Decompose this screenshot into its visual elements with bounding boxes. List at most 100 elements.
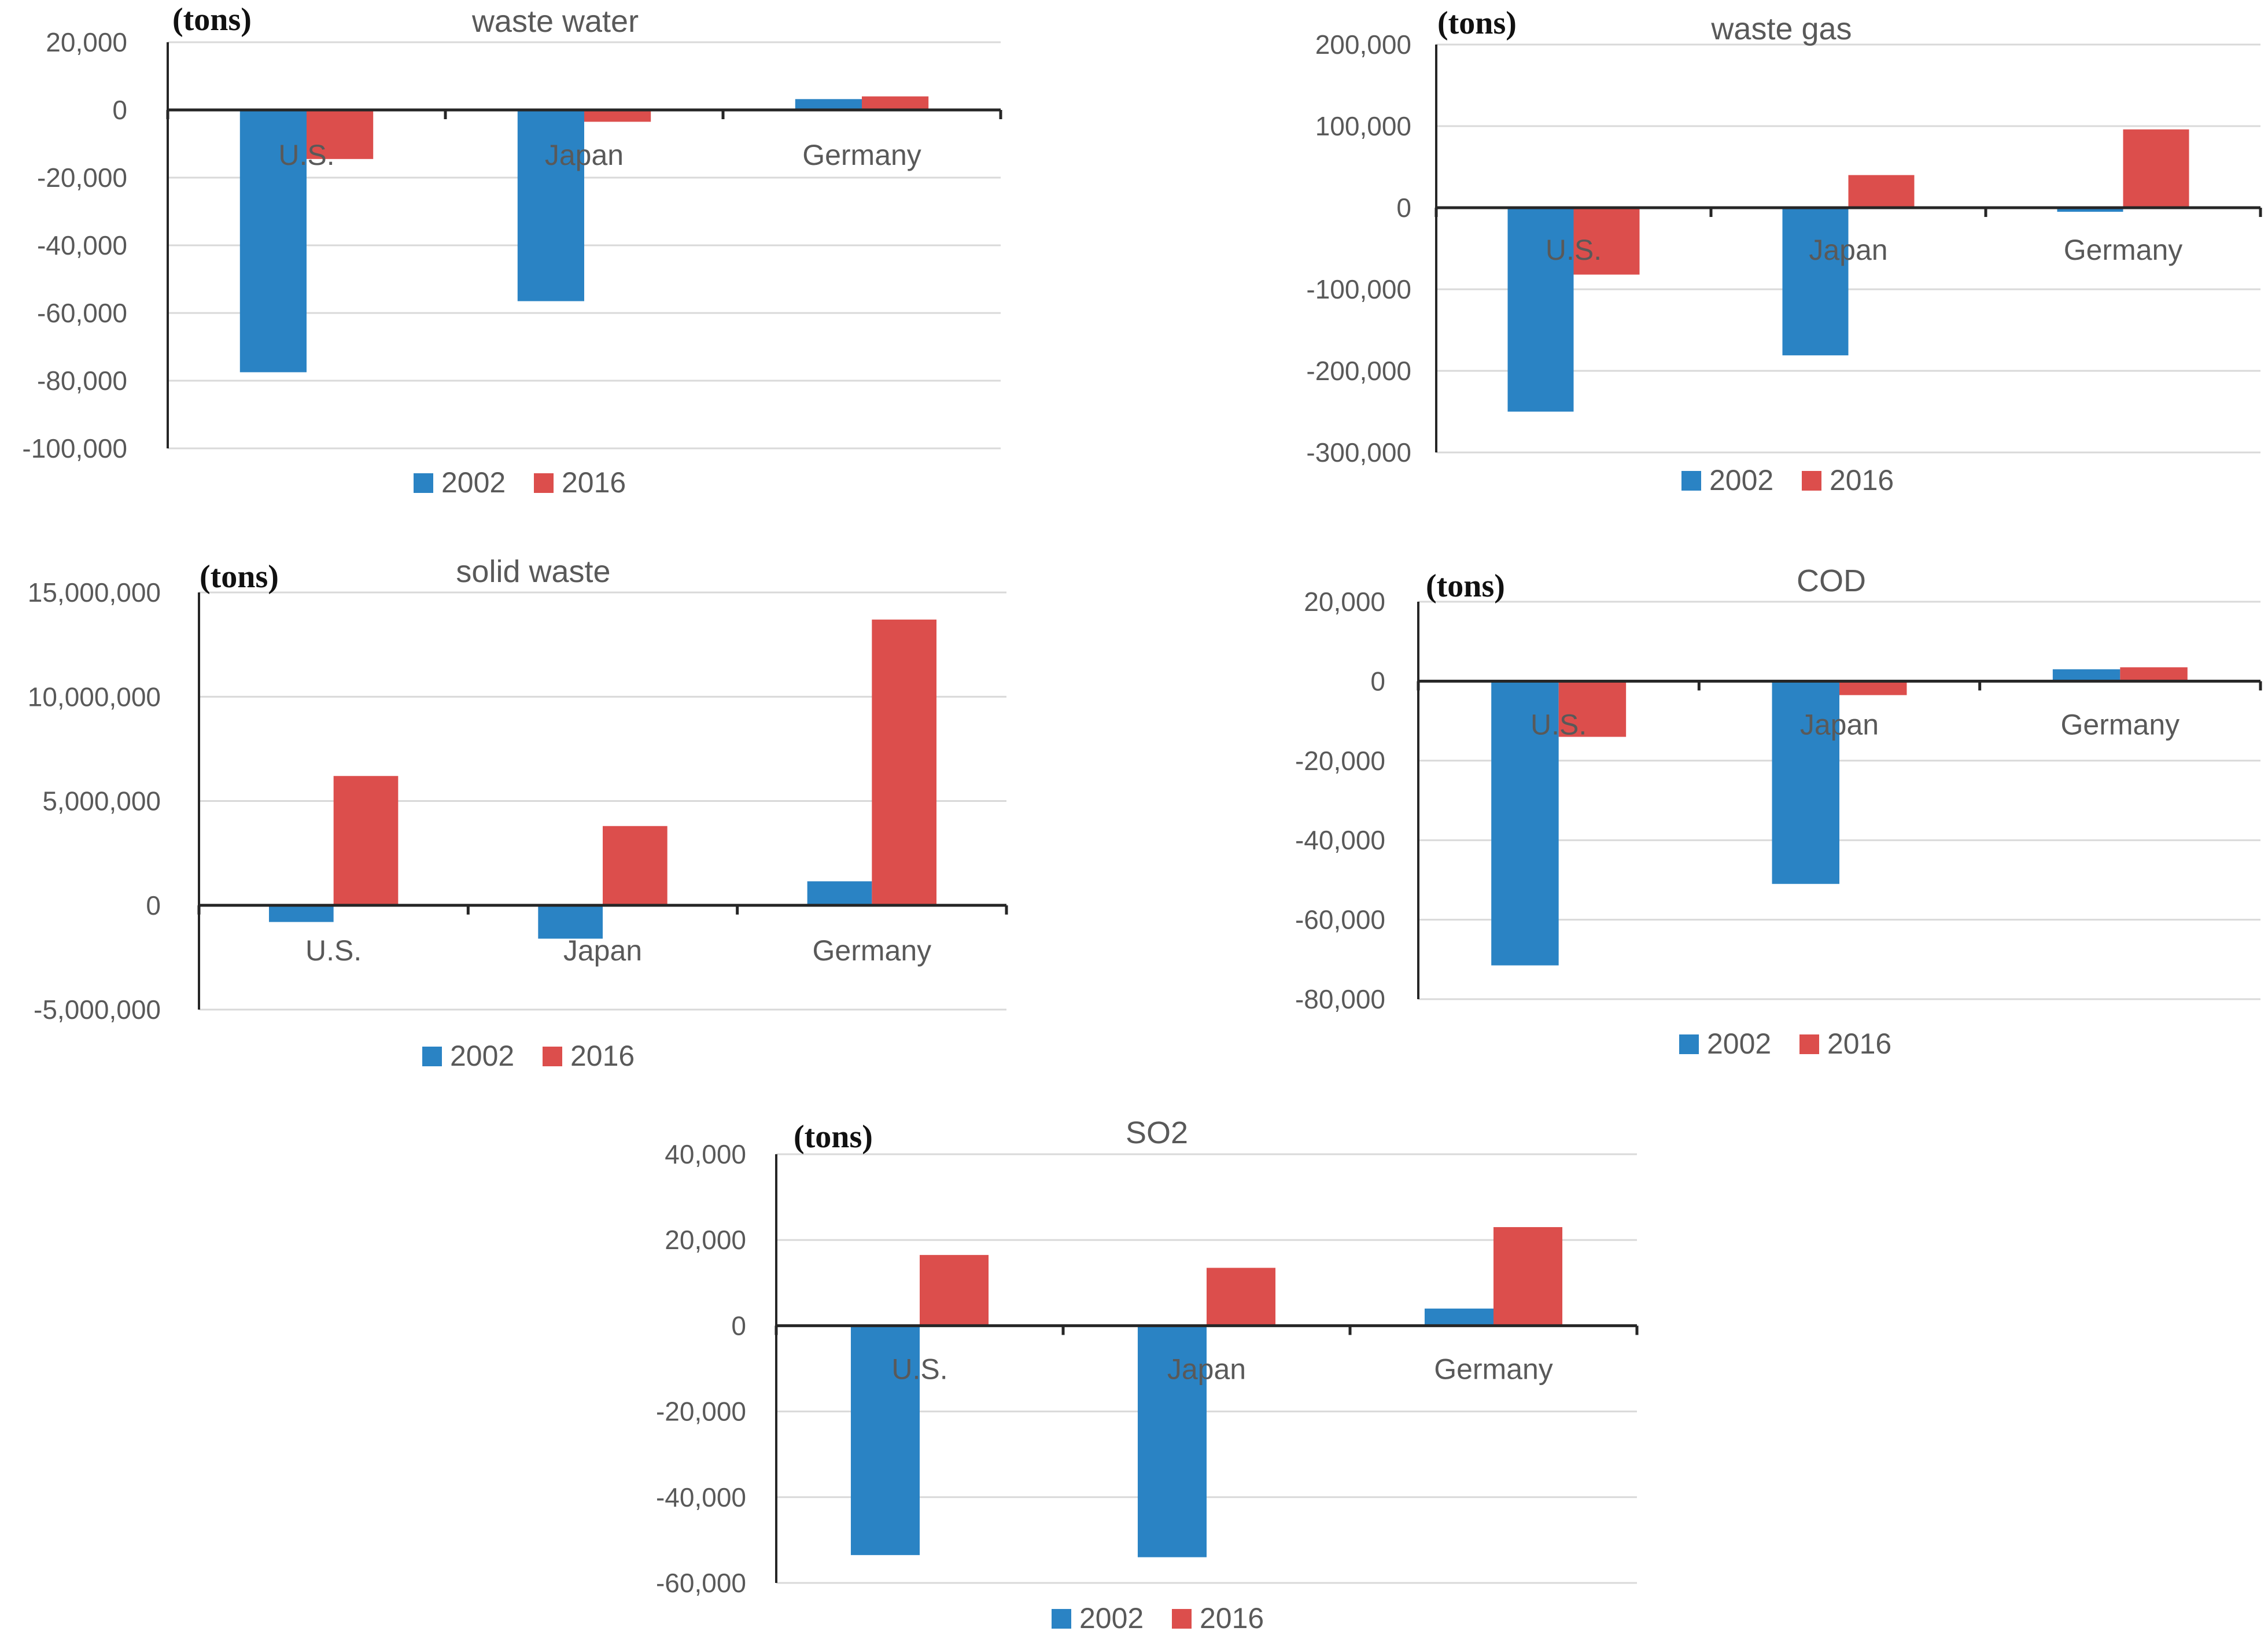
category-label: Japan <box>1167 1353 1246 1385</box>
category-label: U.S. <box>891 1353 947 1385</box>
y-tick-label: 20,000 <box>1304 587 1385 617</box>
chart-title: waste gas <box>1710 12 1852 46</box>
solid-waste-chart: 15,000,000 10,000,000 5,000,000 0 -5,000,000… <box>28 554 1008 1072</box>
legend-label: 2002 <box>441 466 506 499</box>
y-tick-label: -200,000 <box>1306 356 1411 386</box>
y-tick-label: 0 <box>1370 666 1385 696</box>
bar-2002-japan <box>1782 208 1849 356</box>
bar-2016-japan <box>1839 681 1907 695</box>
unit-label: (tons) <box>1426 568 1505 604</box>
bar-2002-japan <box>517 110 584 301</box>
bar-2002-japan <box>1137 1325 1207 1557</box>
y-tick-label: 20,000 <box>665 1225 746 1255</box>
y-tick-label: -5,000,000 <box>34 995 161 1025</box>
y-tick-label: -80,000 <box>1295 984 1385 1014</box>
y-tick-label: -60,000 <box>1295 905 1385 935</box>
legend-label: 2016 <box>570 1040 635 1072</box>
bar-2016-germany <box>1493 1227 1563 1326</box>
bar-2016-germany <box>2120 667 2188 682</box>
y-tick-label: -300,000 <box>1306 437 1411 467</box>
y-tick-label: 5,000,000 <box>42 786 161 816</box>
legend-swatch <box>414 473 433 493</box>
bar-2016-us <box>307 110 374 159</box>
legend-swatch <box>1172 1609 1192 1629</box>
chart-title: COD <box>1797 564 1866 598</box>
y-tick-label: 200,000 <box>1315 30 1411 60</box>
bar-2002-japan <box>1772 681 1839 884</box>
legend-label: 2002 <box>1707 1028 1771 1060</box>
bar-2002-us <box>239 110 307 373</box>
category-label: Japan <box>563 934 642 967</box>
y-tick-label: 10,000,000 <box>28 682 161 712</box>
unit-label: (tons) <box>172 2 252 38</box>
legend-swatch <box>1681 471 1701 491</box>
bar-2002-germany <box>2057 208 2123 212</box>
legend: 2002 2016 <box>414 466 626 499</box>
unit-label: (tons) <box>1437 5 1517 41</box>
bar-2016-japan <box>1207 1268 1276 1326</box>
y-tick-label: 0 <box>1396 193 1411 223</box>
bar-2002-germany <box>1424 1308 1493 1326</box>
category-label: Germany <box>1434 1353 1553 1385</box>
category-label: U.S. <box>278 139 334 171</box>
unit-label: (tons) <box>794 1119 873 1155</box>
y-tick-label: 15,000,000 <box>28 577 161 607</box>
cod-chart: 20,000 0 -20,000 -40,000 -60,000 -80,000 U.S. J… <box>1295 564 2262 1060</box>
legend-label: 2002 <box>450 1040 514 1072</box>
y-tick-label: 40,000 <box>665 1139 746 1169</box>
bar-2002-us <box>1507 208 1574 412</box>
bar-2016-us <box>1573 208 1640 275</box>
legend-label: 2016 <box>1830 464 1894 496</box>
y-tick-label: -20,000 <box>1295 746 1385 776</box>
category-label: U.S. <box>305 934 362 967</box>
category-label: Germany <box>813 934 932 967</box>
category-label: Japan <box>1800 708 1879 741</box>
legend: 2002 2016 <box>1681 464 1894 496</box>
chart-title: SO2 <box>1126 1115 1188 1150</box>
bar-2016-japan <box>603 826 668 905</box>
bar-2016-us <box>333 776 399 905</box>
category-label: Japan <box>1809 234 1887 266</box>
category-label: Germany <box>2061 708 2180 741</box>
bar-2016-germany <box>862 96 929 110</box>
legend-label: 2016 <box>1827 1028 1891 1060</box>
chart-title: waste water <box>471 4 639 39</box>
category-label: Germany <box>802 139 921 171</box>
bar-2016-japan <box>1848 175 1915 208</box>
y-tick-label: -60,000 <box>656 1568 746 1598</box>
y-tick-label: -40,000 <box>656 1482 746 1512</box>
bar-2016-germany <box>872 619 937 905</box>
legend-swatch <box>1052 1609 1071 1629</box>
category-label: Japan <box>545 139 624 171</box>
y-tick-label: 0 <box>731 1310 746 1341</box>
bar-2016-us <box>920 1255 989 1326</box>
legend-swatch <box>1799 1034 1819 1054</box>
legend-label: 2002 <box>1709 464 1773 496</box>
y-tick-label: -40,000 <box>1295 825 1385 855</box>
bar-2002-germany <box>795 99 862 110</box>
legend-swatch <box>1679 1034 1699 1054</box>
bar-2016-us <box>1558 681 1627 737</box>
category-label: U.S. <box>1546 234 1602 266</box>
waste-gas-chart: 200,000 100,000 0 -100,000 -200,000 -300,000 U… <box>1306 5 2262 496</box>
bar-2002-us <box>1491 681 1559 966</box>
y-tick-label: -60,000 <box>37 298 127 328</box>
bar-2016-germany <box>2123 129 2189 208</box>
legend-label: 2002 <box>1079 1602 1144 1634</box>
y-tick-label: 20,000 <box>46 27 127 57</box>
unit-label: (tons) <box>200 559 279 595</box>
so2-chart: 40,000 20,000 0 -20,000 -40,000 -60,000 U.S. Ja… <box>656 1115 1639 1634</box>
legend-swatch <box>422 1047 442 1066</box>
legend-swatch <box>543 1047 562 1066</box>
legend-swatch <box>534 473 554 493</box>
bar-2002-japan <box>538 905 603 939</box>
y-tick-label: 0 <box>146 890 161 920</box>
y-tick-label: 0 <box>112 95 127 125</box>
y-tick-label: 100,000 <box>1315 111 1411 141</box>
legend-label: 2016 <box>1200 1602 1264 1634</box>
bar-2002-germany <box>2052 669 2121 682</box>
bar-2002-germany <box>807 881 872 905</box>
y-tick-label: -40,000 <box>37 230 127 260</box>
bar-2002-us <box>268 905 334 922</box>
